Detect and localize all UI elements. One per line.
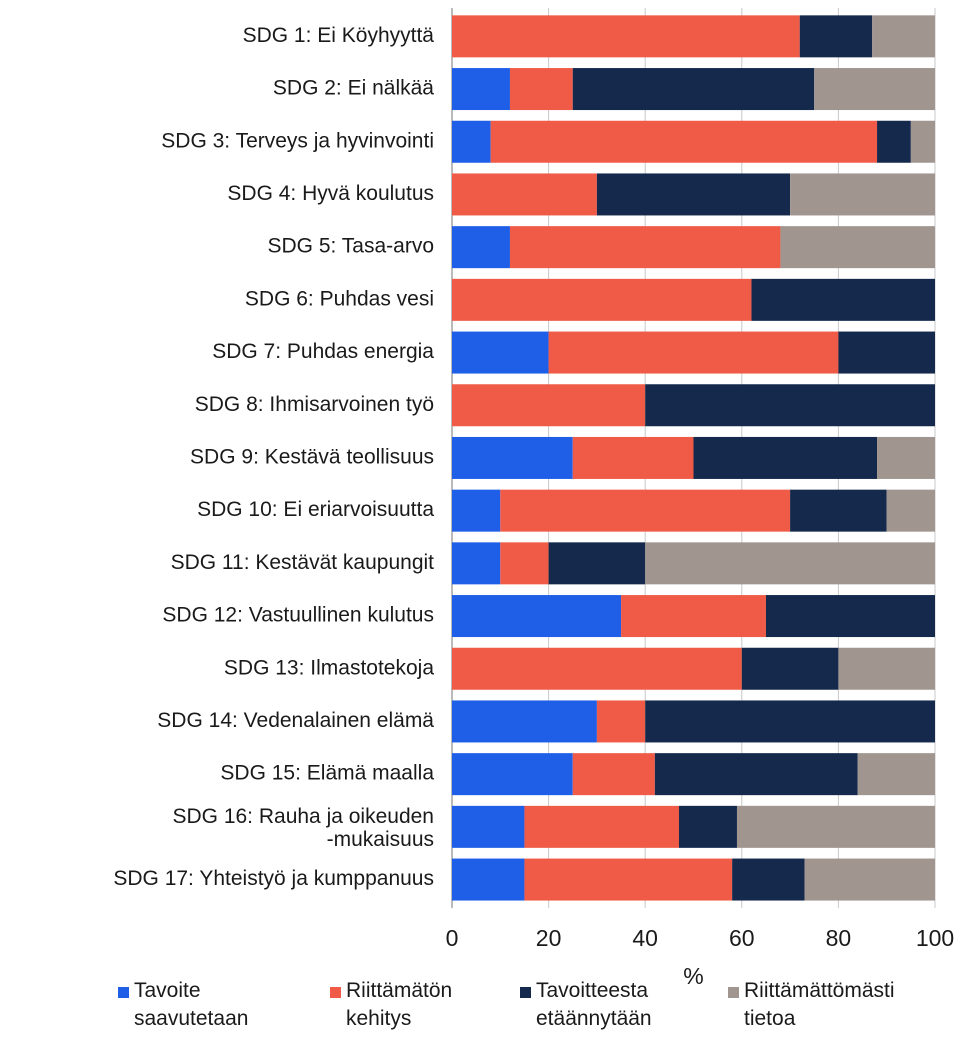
bar-segment bbox=[548, 542, 646, 585]
bar-segment bbox=[621, 595, 766, 638]
x-tick-label: 40 bbox=[632, 925, 658, 951]
bar-segment bbox=[548, 331, 839, 374]
category-label: SDG 6: Puhdas vesi bbox=[245, 287, 434, 310]
bar-segment bbox=[452, 647, 742, 690]
bar-segment bbox=[452, 858, 525, 901]
legend-label: Tavoite saavutetaan bbox=[134, 979, 248, 1030]
category-label: SDG 10: Ei eriarvoisuutta bbox=[197, 498, 434, 521]
bar-segment bbox=[452, 278, 752, 321]
bar-segment bbox=[877, 436, 935, 479]
category-label: SDG 17: Yhteistyö ja kumppanuus bbox=[113, 867, 434, 890]
bar-segment bbox=[872, 15, 935, 58]
bar-segment bbox=[693, 436, 878, 479]
bar-segment bbox=[572, 436, 694, 479]
category-label: SDG 2: Ei nälkää bbox=[273, 77, 434, 100]
bar-segment bbox=[765, 595, 935, 638]
legend-swatch bbox=[520, 987, 531, 998]
category-label: SDG 12: Vastuullinen kulutus bbox=[162, 604, 434, 627]
category-label: SDG 3: Terveys ja hyvinvointi bbox=[161, 129, 434, 152]
bar-segment bbox=[645, 542, 935, 585]
bar-segment bbox=[596, 700, 646, 743]
bar-segment bbox=[452, 436, 573, 479]
category-label: SDG 11: Kestävät kaupungit bbox=[171, 551, 435, 574]
x-tick-label: 100 bbox=[916, 925, 954, 951]
bar-segment bbox=[452, 753, 573, 796]
category-label: SDG 13: Ilmastotekoja bbox=[224, 656, 434, 679]
x-tick-label: 60 bbox=[729, 925, 755, 951]
bar-segment bbox=[500, 542, 549, 585]
legend-swatch bbox=[118, 987, 129, 998]
bar-segment bbox=[732, 858, 805, 901]
category-label: SDG 7: Puhdas energia bbox=[212, 340, 434, 363]
bar-segment bbox=[452, 331, 549, 374]
bar-segment bbox=[452, 173, 597, 216]
bar-segment bbox=[910, 120, 935, 163]
bar-segment bbox=[645, 700, 935, 743]
bar-segment bbox=[741, 647, 839, 690]
category-label: SDG 14: Vedenalainen elämä bbox=[157, 709, 434, 732]
x-tick-label: 80 bbox=[826, 925, 852, 951]
bar-segment bbox=[838, 331, 935, 374]
bar-segment bbox=[452, 700, 597, 743]
bar-segment bbox=[780, 226, 935, 269]
bar-segment bbox=[886, 489, 935, 532]
bar-segment bbox=[814, 68, 935, 111]
bar-segment bbox=[452, 805, 525, 848]
bar-segment bbox=[572, 68, 815, 111]
bar-segment bbox=[877, 120, 911, 163]
bar-segment bbox=[838, 647, 935, 690]
bar-segment bbox=[857, 753, 935, 796]
category-label: SDG 15: Elämä maalla bbox=[220, 762, 434, 785]
bar-segment bbox=[452, 489, 501, 532]
legend-label: Riittämätön kehitys bbox=[346, 979, 452, 1030]
bar-segment bbox=[500, 489, 791, 532]
bar-segment bbox=[452, 226, 510, 269]
category-label: SDG 9: Kestävä teollisuus bbox=[190, 445, 434, 468]
category-label: SDG 8: Ihmisarvoinen työ bbox=[195, 393, 434, 416]
bar-segment bbox=[509, 68, 573, 111]
bar-segment bbox=[572, 753, 655, 796]
bar-segment bbox=[490, 120, 878, 163]
category-label: SDG 1: Ei Köyhyyttä bbox=[243, 24, 435, 47]
bar-segment bbox=[751, 278, 935, 321]
bar-segment bbox=[452, 15, 800, 58]
bar-segment bbox=[452, 68, 510, 111]
bar-segment bbox=[452, 120, 491, 163]
category-label: SDG 4: Hyvä koulutus bbox=[227, 182, 434, 205]
x-tick-label: 20 bbox=[536, 925, 562, 951]
bar-segment bbox=[452, 595, 622, 638]
bar-segment bbox=[736, 805, 935, 848]
bar-segment bbox=[452, 384, 646, 427]
legend-label: Tavoitteesta etäännytään bbox=[536, 979, 652, 1030]
bar-segment bbox=[679, 805, 737, 848]
category-label: SDG 5: Tasa-arvo bbox=[267, 235, 434, 258]
x-tick-label: 0 bbox=[446, 925, 459, 951]
bar-segment bbox=[790, 489, 887, 532]
legend-swatch bbox=[728, 987, 739, 998]
bar-segment bbox=[790, 173, 935, 216]
category-label: SDG 16: Rauha ja oikeuden -mukaisuus bbox=[172, 805, 434, 851]
bar-segment bbox=[645, 384, 935, 427]
bar-segment bbox=[596, 173, 791, 216]
bar-segment bbox=[654, 753, 858, 796]
bar-segment bbox=[524, 805, 680, 848]
bar-segment bbox=[524, 858, 733, 901]
legend-label: Riittämättömästi tietoa bbox=[744, 979, 895, 1030]
legend-swatch bbox=[330, 987, 341, 998]
bar-segment bbox=[799, 15, 873, 58]
bar-segment bbox=[509, 226, 781, 269]
bar-segment bbox=[804, 858, 935, 901]
x-axis-title: % bbox=[683, 963, 703, 989]
bar-segment bbox=[452, 542, 501, 585]
